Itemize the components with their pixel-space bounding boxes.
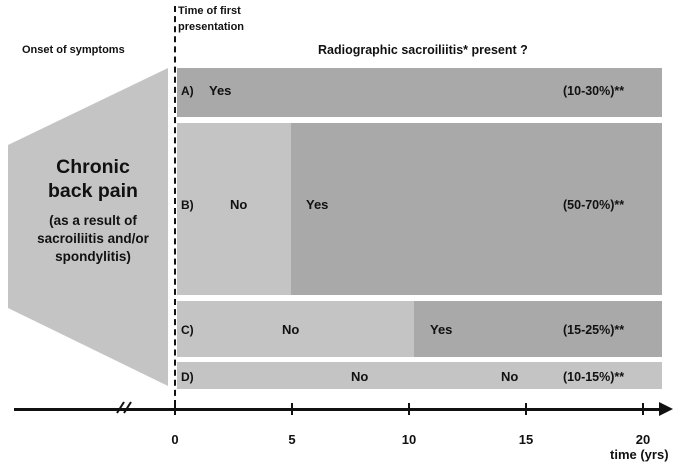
- row-c-letter: C): [181, 323, 194, 337]
- row-c-no-band: [177, 301, 414, 357]
- symptom-sub-line1: (as a result of: [49, 213, 137, 228]
- row-c-no-label: No: [282, 322, 300, 337]
- row-d-no-label-2: No: [501, 369, 519, 384]
- symptom-title-line1: Chronic: [56, 156, 130, 178]
- row-c-yes-label: Yes: [430, 322, 453, 337]
- axis-tick-label-10: 10: [401, 432, 417, 447]
- first-presentation-line: [174, 6, 176, 406]
- row-d-no-label: No: [351, 369, 369, 384]
- axis-tick-20: [642, 403, 644, 415]
- row-c-percent: (15-25%)**: [563, 323, 625, 337]
- row-a-letter: A): [181, 84, 194, 98]
- first-presentation-label: Time of first presentation: [178, 3, 268, 35]
- row-b-yes-label: Yes: [306, 197, 329, 212]
- row-d-letter: D): [181, 370, 194, 384]
- row-b-letter: B): [181, 198, 194, 212]
- symptom-title: Chronic back pain: [18, 155, 168, 203]
- axis-tick-0: [174, 403, 176, 415]
- symptom-sub-line3: spondylitis): [55, 249, 131, 264]
- row-b-yes-band: [291, 123, 662, 295]
- axis-tick-label-15: 15: [518, 432, 534, 447]
- time-axis-arrowhead: [659, 402, 673, 416]
- axis-title: time (yrs): [610, 447, 669, 462]
- axis-tick-label-0: 0: [171, 432, 179, 447]
- axis-tick-15: [525, 403, 527, 415]
- row-a-percent: (10-30%)**: [563, 84, 625, 98]
- row-d-no-band: [177, 362, 662, 389]
- row-b-no-label: No: [230, 197, 248, 212]
- row-a-yes-label: Yes: [209, 83, 232, 98]
- symptom-title-line2: back pain: [48, 180, 138, 202]
- axis-break-icon: [116, 401, 132, 414]
- symptom-subtitle: (as a result of sacroiliitis and/or spon…: [18, 212, 168, 266]
- row-c-yes-band: [414, 301, 662, 357]
- row-b-no-band: [177, 123, 291, 295]
- axis-tick-5: [291, 403, 293, 415]
- symptom-sub-line2: sacroiliitis and/or: [37, 231, 149, 246]
- axis-tick-label-5: 5: [288, 432, 296, 447]
- question-label: Radiographic sacroiliitis* present ?: [318, 43, 528, 57]
- time-axis-line: [14, 408, 664, 411]
- axis-tick-label-20: 20: [635, 432, 651, 447]
- axis-tick-10: [408, 403, 410, 415]
- row-b-percent: (50-70%)**: [563, 198, 625, 212]
- onset-label: Onset of symptoms: [22, 44, 125, 56]
- row-d-percent: (10-15%)**: [563, 370, 625, 384]
- first-presentation-line1: Time of first: [178, 5, 241, 17]
- first-presentation-line2: presentation: [178, 21, 245, 33]
- row-a-yes-band: [177, 68, 662, 117]
